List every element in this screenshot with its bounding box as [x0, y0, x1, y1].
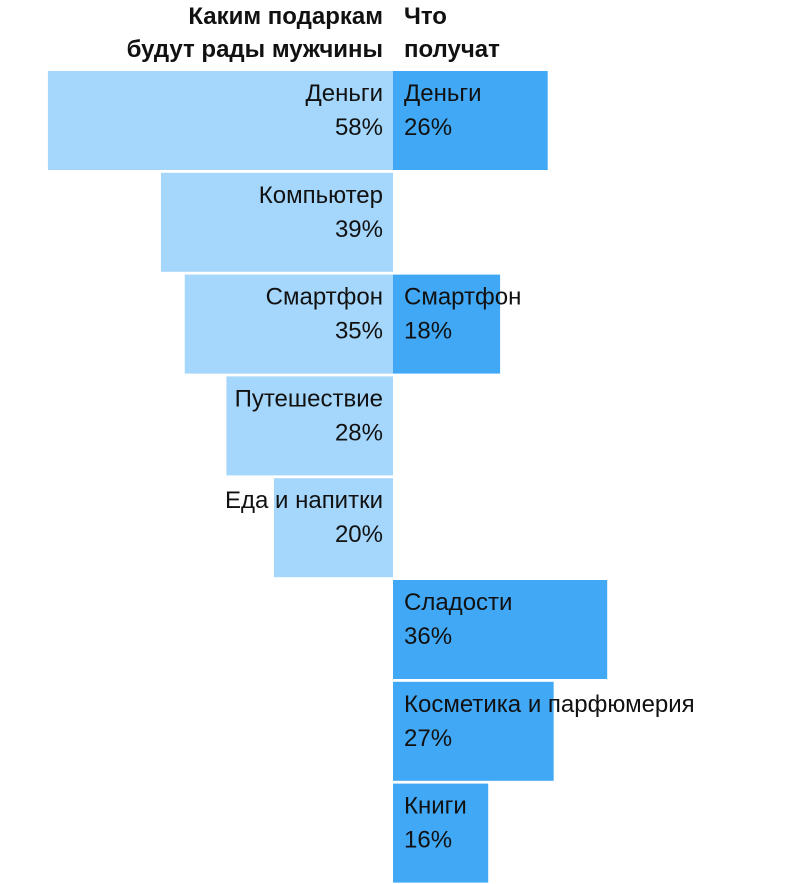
left-value-label-3: 35%: [335, 318, 383, 345]
right-bar-8: [393, 783, 489, 883]
right-bar-7: [393, 681, 554, 781]
left-value-label-5: 20%: [335, 521, 383, 548]
right-category-label-6: Сладости: [404, 589, 512, 616]
left-header-line-2: будут рады мужчины: [126, 36, 383, 63]
right-value-label-1: 26%: [404, 114, 452, 141]
left-value-label-4: 28%: [335, 419, 383, 446]
left-category-label-5: Еда и напитки: [225, 487, 383, 514]
chart-headers: Каким подаркам будут рады мужчины Что по…: [0, 0, 788, 70]
right-category-label-3: Смартфон: [404, 284, 521, 311]
right-value-label-7: 27%: [404, 725, 452, 752]
left-bar-3: [184, 274, 393, 374]
left-header-line-1: Каким подаркам: [188, 3, 383, 30]
left-category-label-4: Путешествие: [235, 385, 383, 412]
right-value-label-8: 16%: [404, 827, 452, 854]
right-header-line-2: получат: [404, 36, 500, 63]
right-header-line-1: Что: [404, 3, 447, 30]
left-bar-5: [274, 478, 393, 578]
left-value-label-2: 39%: [335, 216, 383, 243]
right-value-label-3: 18%: [404, 318, 452, 345]
left-column-header: Каким подаркам будут рады мужчины: [127, 0, 383, 66]
right-bar-6: [393, 580, 608, 679]
right-column-header: Что получат: [404, 0, 500, 66]
left-category-label-2: Компьютер: [259, 182, 383, 209]
left-value-label-1: 58%: [335, 114, 383, 141]
left-category-label-1: Деньги: [305, 80, 383, 107]
right-category-label-1: Деньги: [404, 80, 482, 107]
left-bar-1: [47, 71, 394, 170]
right-bar-3: [393, 274, 501, 374]
right-bar-1: [393, 71, 548, 170]
right-category-label-8: Книги: [404, 793, 467, 820]
left-category-label-3: Смартфон: [266, 284, 383, 311]
right-category-label-7: Косметика и парфюмерия: [404, 691, 695, 718]
right-value-label-6: 36%: [404, 623, 452, 650]
left-bar-4: [226, 376, 393, 476]
left-bar-2: [160, 172, 393, 272]
